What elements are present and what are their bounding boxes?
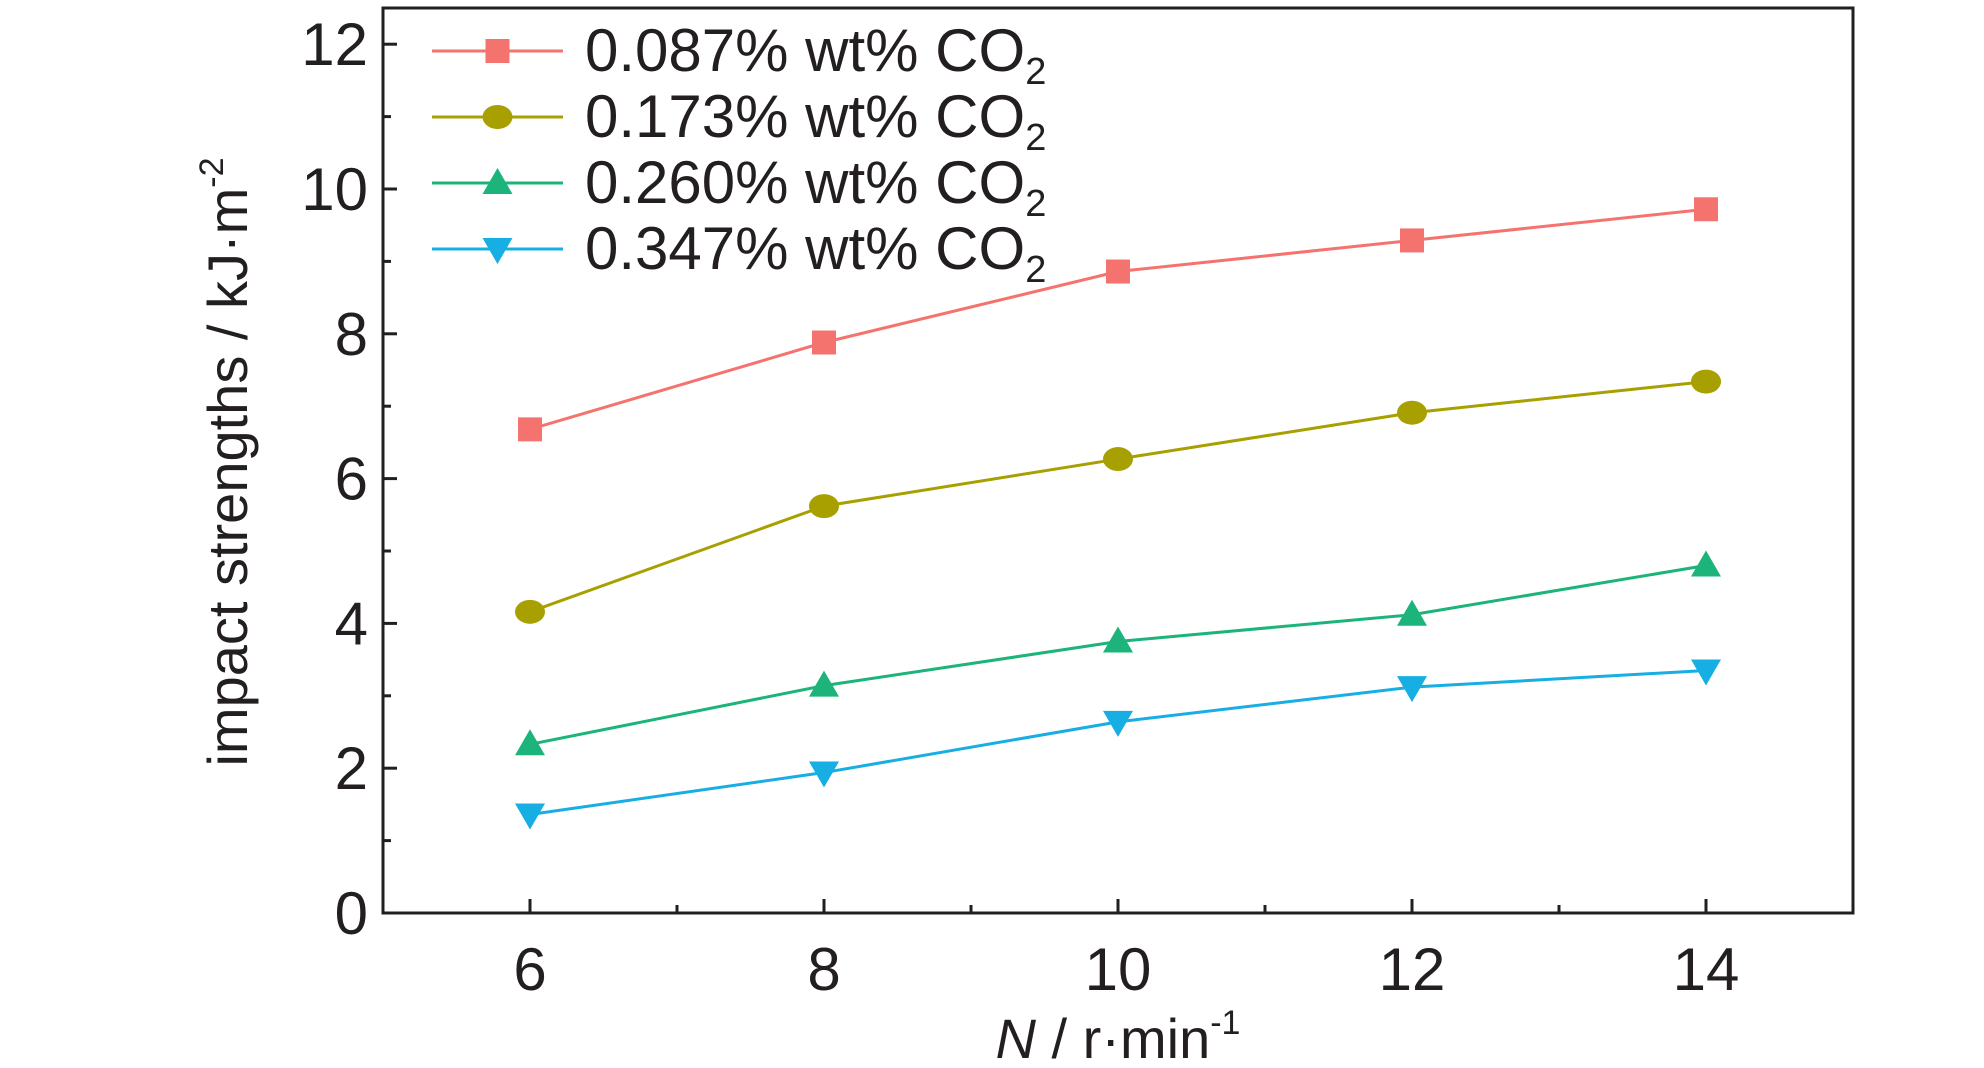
series-4 (515, 659, 1721, 830)
data-point (809, 494, 839, 519)
x-axis-title-superscript: -1 (1210, 1004, 1240, 1042)
y-axis-title-text: impact strengths / kJ·m (196, 188, 259, 767)
data-point (1400, 228, 1424, 253)
legend-label-text: 0.087% wt% CO (585, 17, 1025, 84)
data-point (1397, 400, 1427, 425)
data-point (1397, 676, 1427, 703)
data-point (1691, 369, 1721, 394)
y-tick-label: 10 (301, 156, 368, 223)
y-tick-label: 0 (335, 880, 368, 947)
data-point (515, 729, 545, 756)
legend-marker (482, 168, 513, 194)
data-point (1397, 599, 1427, 626)
legend-label-subscript: 2 (1025, 183, 1046, 225)
legend-label-text: 0.173% wt% CO (585, 83, 1025, 150)
y-tick-label: 6 (335, 446, 368, 513)
legend-marker (482, 105, 513, 129)
legend-entry-1: 0.087% wt% CO2 (432, 17, 1046, 93)
data-point (809, 670, 839, 697)
legend-entry-2: 0.173% wt% CO2 (432, 83, 1046, 159)
data-point (1103, 447, 1133, 472)
x-tick-label: 6 (513, 936, 546, 1003)
axis-titles-layer: N / r·min-1 impact strengths / kJ·m-2 (193, 157, 1241, 1068)
x-tick-label: 10 (1085, 936, 1152, 1003)
legend-label-subscript: 2 (1025, 249, 1046, 291)
data-point (1691, 550, 1721, 577)
series-3 (515, 550, 1721, 756)
data-point (1103, 710, 1133, 737)
legend-entry-3: 0.260% wt% CO2 (432, 149, 1046, 225)
x-axis-title-italic: N (996, 1007, 1037, 1063)
data-point (809, 761, 839, 788)
legend-label-text: 0.260% wt% CO (585, 149, 1025, 216)
legend-label: 0.260% wt% CO2 (585, 149, 1046, 225)
data-point (515, 599, 545, 624)
data-point (1691, 659, 1721, 686)
x-tick-label: 12 (1379, 936, 1446, 1003)
y-tick-label: 12 (301, 11, 368, 78)
x-tick-label: 14 (1673, 936, 1740, 1003)
series-1 (518, 197, 1718, 442)
legend-label: 0.347% wt% CO2 (585, 215, 1046, 291)
y-axis-title-superscript: -2 (193, 157, 231, 187)
x-axis-title-text: / r·min (1036, 1007, 1210, 1063)
x-tick-label: 8 (807, 936, 840, 1003)
x-axis-title: N / r·min-1 (996, 1004, 1241, 1063)
data-point (1106, 259, 1130, 284)
series-line (529, 380, 1707, 614)
ticks-layer: 6 8 10 12 14 0 2 4 6 8 10 12 (301, 11, 1739, 1003)
data-point (812, 330, 836, 355)
legend-label: 0.087% wt% CO2 (585, 17, 1046, 93)
data-point (1694, 197, 1718, 222)
y-tick-label: 2 (335, 735, 368, 802)
legend-label: 0.173% wt% CO2 (585, 83, 1046, 159)
data-point (515, 803, 545, 830)
y-axis-title: impact strengths / kJ·m-2 (193, 157, 259, 766)
data-point (1103, 626, 1133, 653)
legend-marker (485, 39, 510, 63)
legend-label-subscript: 2 (1025, 51, 1046, 93)
series-layer (515, 197, 1721, 830)
legend-entry-4: 0.347% wt% CO2 (432, 215, 1046, 291)
y-tick-label: 4 (335, 590, 368, 657)
y-tick-label: 8 (335, 301, 368, 368)
series-2 (515, 369, 1721, 624)
series-line (529, 668, 1707, 817)
legend-marker (482, 238, 513, 264)
legend-label-subscript: 2 (1025, 117, 1046, 159)
legend-label-text: 0.347% wt% CO (585, 215, 1025, 282)
data-point (518, 417, 542, 442)
